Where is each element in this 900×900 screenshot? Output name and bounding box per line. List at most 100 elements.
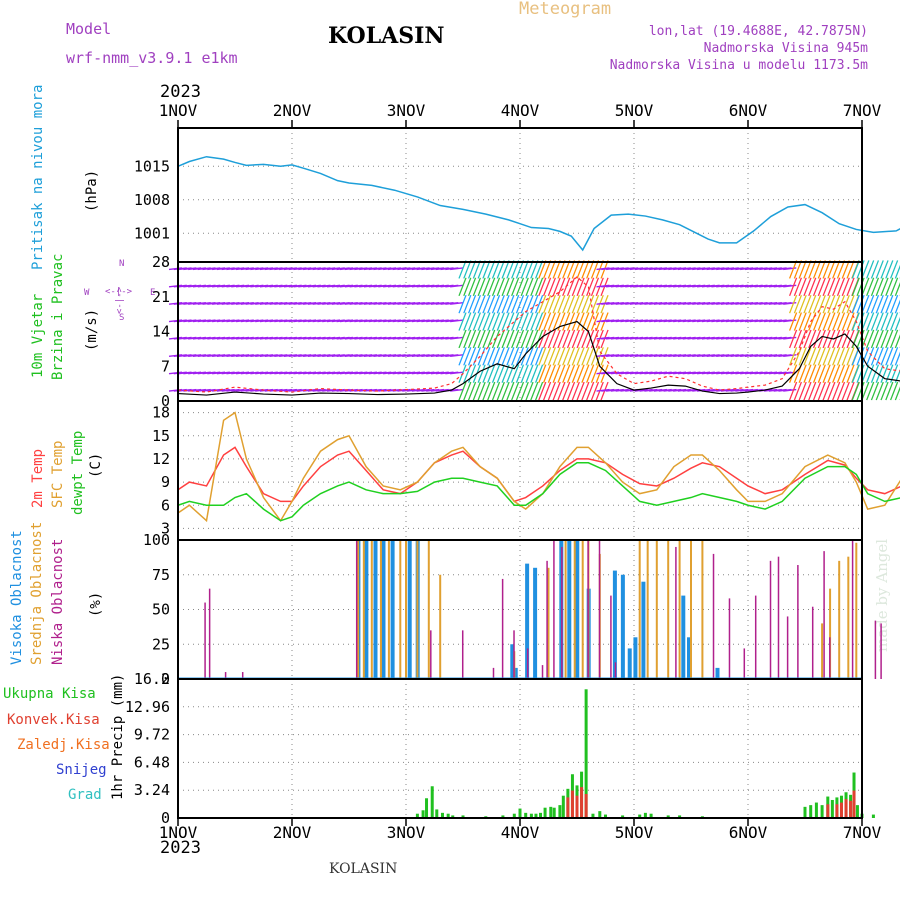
compass-e: E (150, 288, 156, 298)
wind-barb (885, 329, 894, 349)
wind-barb (836, 329, 846, 349)
wind-barb (870, 347, 880, 366)
wind-barb (832, 312, 841, 331)
wind-barb (487, 347, 496, 366)
wind-barb (812, 347, 822, 366)
cloud-bar (874, 620, 877, 679)
cloud-bar (610, 595, 612, 679)
wind-barb (846, 294, 855, 314)
wind-barb (525, 381, 534, 401)
wind-barb (875, 260, 884, 279)
cloud-bar (405, 540, 407, 679)
cloud-bar (204, 602, 206, 679)
cloud-bar (627, 648, 632, 679)
wind-barb (894, 351, 900, 366)
wind-barb (581, 329, 590, 349)
cloud-bar (675, 546, 677, 679)
wind-barb (530, 329, 539, 349)
wind-barb (870, 294, 880, 314)
wind-barb (538, 260, 547, 279)
wind-barb (467, 312, 477, 331)
cloud-bar (701, 540, 704, 679)
wind-barb (846, 329, 855, 349)
wind-barb (520, 260, 529, 279)
wind-barb (458, 294, 467, 314)
cloud-bar (633, 637, 638, 679)
wind-barb (808, 329, 817, 349)
temp-series-line (177, 411, 900, 523)
cloud-bar (687, 637, 691, 679)
wind-barb (552, 260, 561, 279)
wind-barb (542, 381, 552, 401)
wind-barb (803, 294, 812, 314)
precip-bar (643, 812, 647, 818)
wind-barb (501, 277, 510, 297)
precip-bar (558, 805, 562, 818)
temp-tick-label: 15 (152, 427, 170, 445)
day-label-top: 1NOV (159, 101, 198, 120)
wind-barb (851, 381, 860, 401)
precip-bar (501, 815, 505, 818)
wind-barb (557, 260, 566, 279)
wind-barb (450, 302, 464, 305)
cloud-bar (513, 667, 518, 679)
wind-barb (463, 260, 472, 279)
wind-barb (576, 277, 585, 297)
wind-barb (467, 329, 477, 349)
wind-barb (562, 312, 571, 331)
wind-barb (506, 347, 515, 366)
wind-barb (562, 364, 571, 383)
wind-barb (562, 260, 571, 279)
wind-barb (803, 260, 812, 279)
temp-series-line (177, 446, 900, 503)
wind-barb (535, 294, 544, 314)
wind-barb (822, 329, 831, 349)
wind-barb (894, 386, 900, 401)
wind-barb (889, 312, 899, 331)
wind-barb (861, 277, 870, 297)
wind-barb (798, 294, 807, 314)
year-bottom: 2023 (160, 838, 201, 858)
wind-barb (552, 277, 561, 297)
cloud-bar (564, 540, 567, 679)
cloud-bar (851, 540, 854, 679)
wind-series-line (177, 276, 900, 393)
wind-barb (496, 312, 505, 331)
wind-barb (812, 260, 822, 279)
cloud-bar (855, 542, 858, 679)
precip-bar (570, 790, 574, 818)
wind-barb (535, 364, 544, 383)
precip-bar (415, 813, 419, 818)
wind-barb (487, 277, 496, 297)
wind-barb (841, 381, 850, 401)
wind-barb (880, 277, 889, 297)
wind-barb (552, 381, 561, 401)
cloud-bar (587, 540, 589, 679)
wind-barb (487, 312, 496, 331)
wind-barb (866, 294, 875, 314)
wind-barb (482, 294, 491, 314)
wind-barb (875, 364, 884, 383)
wind-barb (542, 277, 552, 297)
compass-w: W (84, 288, 90, 298)
wind-barb (803, 381, 812, 401)
wind-barb (866, 329, 875, 349)
wind-barb (875, 312, 884, 331)
precip-bar (430, 786, 434, 818)
day-label-bottom: 3NOV (387, 823, 426, 842)
precip-bar (539, 812, 543, 818)
cloud-bar (715, 667, 720, 679)
cloud-bar (769, 560, 772, 679)
cloud-bar (614, 662, 617, 679)
wind-barb (827, 364, 836, 383)
precip-bar (524, 812, 528, 818)
wind-barb (851, 260, 860, 279)
wind-barb (875, 277, 884, 297)
compass-arrows-we: <-|-> (105, 287, 133, 297)
cloud-bar (381, 540, 386, 679)
cloud-bar (754, 595, 757, 679)
precip-label-4: Snijeg (56, 762, 107, 778)
wind-barb (463, 312, 472, 331)
wind-barb (450, 354, 464, 357)
altitude: Nadmorska Visina 945m (703, 41, 868, 56)
